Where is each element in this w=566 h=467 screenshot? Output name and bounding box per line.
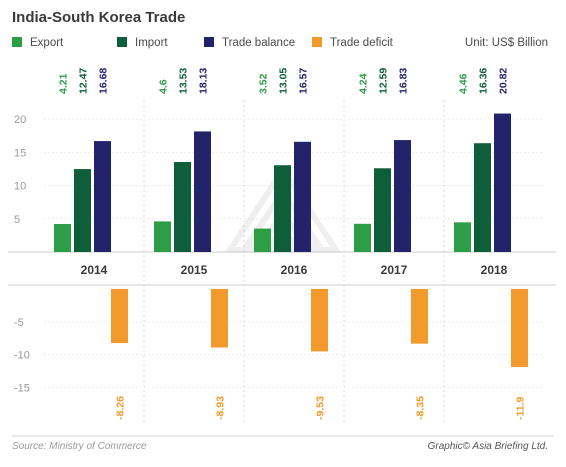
value-label-trade-deficit-2018: -11.9 xyxy=(515,396,527,420)
value-label-trade-deficit-2016: -9.53 xyxy=(315,396,327,420)
unit-label: Unit: US$ Billion xyxy=(465,37,548,49)
bar-trade-balance-2014 xyxy=(94,141,111,252)
bar-export-2016 xyxy=(254,228,271,252)
legend-label-trade-balance: Trade balance xyxy=(222,37,295,49)
value-label-export-2016: 3.52 xyxy=(258,73,270,94)
bar-trade-balance-2015 xyxy=(194,131,211,252)
value-label-trade-deficit-2017: -8.35 xyxy=(415,396,427,420)
legend-swatch-import xyxy=(117,37,127,47)
legend-swatch-trade-balance xyxy=(204,37,214,47)
value-label-export-2015: 4.6 xyxy=(158,79,170,94)
bar-trade-deficit-2018 xyxy=(511,289,528,367)
value-label-import-2014: 12.47 xyxy=(78,68,90,94)
value-label-trade-deficit-2015: -8.93 xyxy=(215,396,227,420)
year-label-2016: 2016 xyxy=(281,263,308,277)
source-note: Source: Ministry of Commerce xyxy=(12,441,147,452)
upper-y-tick-label: 20 xyxy=(14,114,26,126)
bar-export-2015 xyxy=(154,221,171,252)
bar-trade-balance-2018 xyxy=(494,113,511,252)
legend-label-import: Import xyxy=(135,37,168,49)
value-label-trade-balance-2017: 16.83 xyxy=(398,68,410,94)
chart-title: India-South Korea Trade xyxy=(12,9,185,26)
bar-import-2018 xyxy=(474,143,491,252)
upper-y-tick-label: 5 xyxy=(14,214,20,226)
upper-y-tick-label: 15 xyxy=(14,147,26,159)
value-label-import-2018: 16.36 xyxy=(478,68,490,94)
bar-import-2014 xyxy=(74,169,91,252)
value-label-import-2016: 13.05 xyxy=(278,68,290,94)
bar-trade-deficit-2016 xyxy=(311,289,328,352)
value-label-trade-deficit-2014: -8.26 xyxy=(115,396,127,420)
bar-export-2017 xyxy=(354,223,371,252)
value-label-trade-balance-2018: 20.82 xyxy=(498,68,510,94)
legend-swatch-trade-deficit xyxy=(312,37,322,47)
bar-export-2018 xyxy=(454,222,471,252)
lower-y-tick-label: -15 xyxy=(14,382,30,394)
value-label-export-2018: 4.46 xyxy=(458,73,470,94)
value-label-export-2014: 4.21 xyxy=(58,73,70,94)
bar-trade-balance-2016 xyxy=(294,141,311,252)
year-label-2018: 2018 xyxy=(481,263,508,277)
bar-trade-balance-2017 xyxy=(394,140,411,252)
legend: Export Import Trade balance Trade defici… xyxy=(12,37,548,49)
lower-y-tick-label: -10 xyxy=(14,350,30,362)
plot-area: 5 10 15 20 -5 -10 -15 2014 4.21 12.47 16.68 -8.26 20… xyxy=(8,68,556,425)
value-label-trade-balance-2016: 16.57 xyxy=(298,68,310,94)
bar-import-2016 xyxy=(274,165,291,252)
bar-trade-deficit-2017 xyxy=(411,289,428,344)
bar-trade-deficit-2015 xyxy=(211,289,228,348)
legend-swatch-export xyxy=(12,37,22,47)
bar-import-2017 xyxy=(374,168,391,252)
year-label-2017: 2017 xyxy=(381,263,408,277)
value-label-trade-balance-2014: 16.68 xyxy=(98,68,110,94)
value-label-import-2015: 13.53 xyxy=(178,68,190,94)
year-label-2014: 2014 xyxy=(81,263,108,277)
legend-label-trade-deficit: Trade deficit xyxy=(330,37,394,49)
bar-import-2015 xyxy=(174,162,191,252)
upper-y-tick-label: 10 xyxy=(14,181,26,193)
value-label-export-2017: 4.24 xyxy=(358,73,370,94)
bar-export-2014 xyxy=(54,224,71,252)
value-label-trade-balance-2015: 18.13 xyxy=(198,68,210,94)
year-label-2015: 2015 xyxy=(181,263,208,277)
graphic-credit: Graphic© Asia Briefing Ltd. xyxy=(428,441,548,452)
lower-y-tick-label: -5 xyxy=(14,317,24,329)
legend-label-export: Export xyxy=(30,37,64,49)
bar-trade-deficit-2014 xyxy=(111,289,128,344)
value-label-import-2017: 12.59 xyxy=(378,68,390,94)
